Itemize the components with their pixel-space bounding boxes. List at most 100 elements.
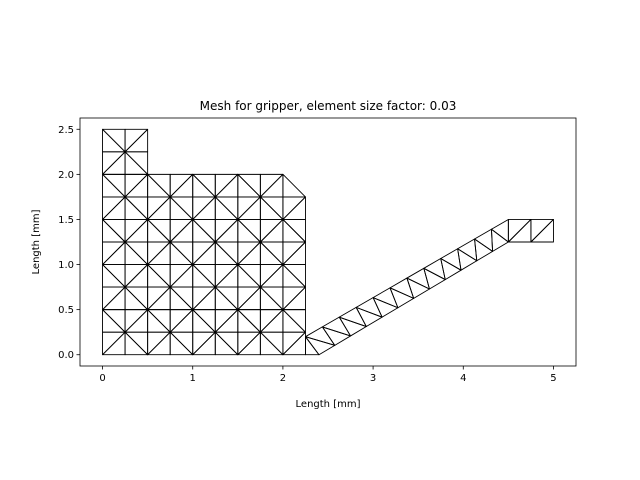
mesh-element — [282, 196, 306, 220]
mesh-element — [259, 286, 284, 311]
mesh-element — [169, 331, 194, 356]
mesh-element — [147, 219, 171, 243]
mesh-element — [102, 151, 126, 175]
mesh-element — [169, 241, 194, 265]
mesh-element — [124, 173, 149, 198]
mesh-element — [305, 336, 320, 356]
mesh-element — [147, 309, 171, 333]
mesh-element — [124, 128, 149, 153]
mesh-element — [282, 219, 306, 243]
mesh-layer — [102, 128, 554, 356]
x-tick-label: 0 — [99, 373, 105, 384]
mesh-element — [237, 241, 261, 265]
mesh-element — [282, 331, 306, 356]
mesh-element — [169, 219, 194, 243]
mesh-element — [440, 258, 462, 281]
mesh-element — [124, 196, 149, 220]
y-axis-ticks: 0.0 0.5 1.0 1.5 2.0 2.5 — [58, 125, 80, 361]
mesh-element — [237, 196, 261, 220]
mesh-element — [124, 264, 149, 288]
mesh-element — [406, 277, 430, 299]
y-tick-label: 2.5 — [58, 125, 74, 136]
x-axis-label: Length [mm] — [296, 399, 361, 410]
mesh-element — [530, 219, 554, 243]
mesh-element — [282, 264, 306, 288]
mesh-element — [259, 219, 284, 243]
mesh-element — [214, 241, 239, 265]
mesh-element — [237, 173, 261, 198]
mesh-element — [147, 331, 171, 356]
mesh-element — [474, 228, 494, 252]
x-tick-label: 2 — [280, 373, 286, 384]
mesh-element — [237, 219, 261, 243]
mesh-element — [491, 219, 509, 243]
mesh-element — [124, 151, 149, 175]
mesh-element — [102, 286, 126, 311]
mesh-element — [507, 219, 532, 243]
mesh-element — [214, 309, 239, 333]
mesh-element — [237, 309, 261, 333]
x-tick-label: 3 — [370, 373, 376, 384]
mesh-element — [124, 309, 149, 333]
mesh-element — [147, 241, 171, 265]
mesh-element — [124, 219, 149, 243]
mesh-element — [124, 331, 149, 356]
mesh-element — [423, 258, 446, 281]
mesh-element — [259, 309, 284, 333]
mesh-element — [147, 173, 171, 198]
mesh-element — [338, 316, 367, 337]
y-axis-label: Length [mm] — [31, 209, 42, 274]
mesh-element — [192, 219, 216, 243]
mesh-element — [282, 309, 306, 333]
mesh-element — [124, 241, 149, 265]
mesh-element — [192, 309, 216, 333]
mesh-element — [214, 264, 239, 288]
y-tick-label: 2.0 — [58, 170, 74, 181]
mesh-element — [147, 264, 171, 288]
x-tick-label: 1 — [190, 373, 196, 384]
mesh-element — [192, 241, 216, 265]
mesh-element — [192, 286, 216, 311]
mesh-element — [214, 331, 239, 356]
mesh-element — [237, 286, 261, 311]
mesh-element — [214, 173, 239, 198]
mesh-element — [169, 173, 194, 198]
chart-title: Mesh for gripper, element size factor: 0… — [200, 99, 457, 113]
mesh-element — [169, 309, 194, 333]
mesh-element — [237, 264, 261, 288]
x-tick-label: 4 — [460, 373, 466, 384]
mesh-element — [192, 196, 216, 220]
mesh-element — [102, 264, 126, 288]
mesh-element — [423, 267, 446, 290]
mesh-element — [214, 286, 239, 311]
mesh-element — [169, 264, 194, 288]
mesh-element — [259, 173, 284, 198]
mesh-element — [282, 173, 306, 198]
mesh-element — [282, 241, 306, 265]
x-axis-ticks: 0 1 2 3 4 5 — [99, 366, 557, 384]
mesh-element — [102, 196, 126, 220]
mesh-element — [102, 309, 126, 333]
mesh-element — [147, 196, 171, 220]
y-tick-label: 1.5 — [58, 215, 74, 226]
mesh-element — [259, 331, 284, 356]
mesh-element — [102, 219, 126, 243]
y-tick-label: 0.0 — [58, 350, 74, 361]
mesh-element — [169, 286, 194, 311]
mesh-element — [102, 241, 126, 265]
mesh-element — [406, 267, 430, 290]
mesh-element — [214, 219, 239, 243]
mesh-element — [124, 286, 149, 311]
mesh-element — [237, 331, 261, 356]
mesh-element — [102, 128, 126, 153]
y-tick-label: 1.0 — [58, 260, 74, 271]
mesh-element — [192, 173, 216, 198]
mesh-element — [259, 241, 284, 265]
mesh-element — [102, 173, 126, 198]
mesh-element — [169, 196, 194, 220]
mesh-element — [192, 331, 216, 356]
mesh-element — [102, 331, 126, 356]
mesh-element — [457, 238, 478, 262]
mesh-element — [214, 196, 239, 220]
